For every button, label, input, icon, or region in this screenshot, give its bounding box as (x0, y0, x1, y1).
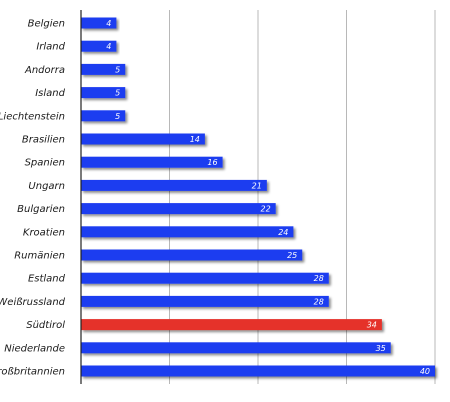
value-label: 22 (261, 205, 271, 214)
bar-5 (81, 133, 205, 145)
category-label: Rumänien (14, 251, 65, 262)
value-label: 24 (278, 228, 288, 237)
value-label: 35 (376, 344, 386, 353)
bar-9 (81, 226, 294, 238)
category-label: Weißrussland (0, 297, 66, 308)
category-label: Großbritannien (0, 367, 65, 378)
value-label: 14 (190, 135, 200, 144)
bar-2 (81, 63, 126, 75)
category-label: Island (35, 88, 65, 99)
bar-11 (81, 272, 329, 284)
category-label: Estland (28, 274, 66, 285)
value-label: 5 (115, 89, 120, 98)
bar-13 (81, 319, 382, 331)
category-label: Brasilien (22, 135, 65, 146)
category-label: Ungarn (28, 181, 65, 192)
bar-6 (81, 156, 223, 168)
category-label: Andorra (24, 65, 65, 76)
value-label: 25 (287, 251, 297, 260)
value-label: 28 (314, 297, 324, 306)
value-label: 28 (314, 274, 324, 283)
value-label: 21 (252, 181, 262, 190)
bar-14 (81, 342, 391, 354)
bar-8 (81, 203, 276, 215)
bar-1 (81, 40, 117, 52)
category-label: Spanien (25, 158, 65, 169)
bar-3 (81, 87, 126, 99)
category-labels: Belgien Irland Andorra Island Liechtenstein B… (0, 19, 66, 378)
value-label: 5 (115, 65, 120, 74)
bar-10 (81, 249, 303, 261)
value-label: 4 (106, 19, 111, 28)
category-label: Südtirol (26, 320, 65, 331)
bar-4 (81, 110, 126, 122)
category-label: Belgien (28, 19, 65, 30)
bars: 4 4 5 5 5 14 16 21 22 24 25 28 28 34 35 40 (81, 17, 435, 377)
category-label: Liechtenstein (0, 111, 65, 122)
value-label: 4 (106, 42, 111, 51)
category-label: Kroatien (23, 227, 65, 238)
category-label: Irland (36, 42, 65, 53)
bar-15 (81, 365, 435, 377)
value-label: 16 (207, 158, 217, 167)
category-label: Bulgarien (17, 204, 65, 215)
value-label: 5 (115, 112, 120, 121)
bar-7 (81, 179, 267, 191)
bar-12 (81, 295, 329, 307)
category-label: Niederlande (4, 343, 65, 354)
bar-0 (81, 17, 117, 29)
value-label: 40 (420, 367, 430, 376)
value-label: 34 (367, 321, 377, 330)
